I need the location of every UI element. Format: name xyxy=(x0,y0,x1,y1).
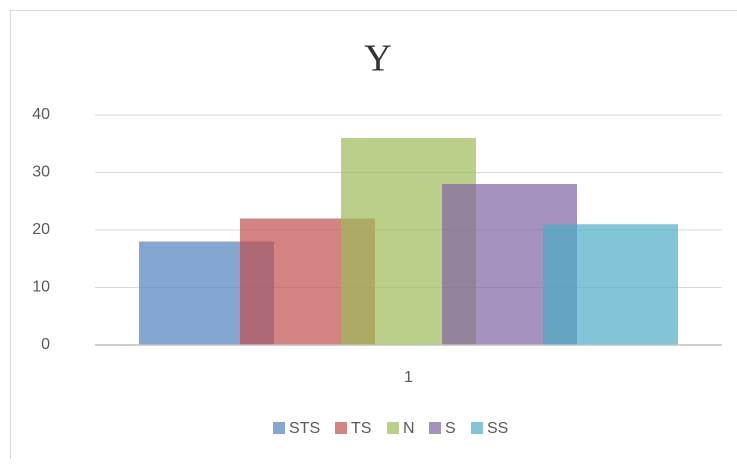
chart-title: Y xyxy=(364,38,391,80)
y-tick-label: 40 xyxy=(32,106,50,123)
legend-label: N xyxy=(403,420,415,437)
x-tick-label: 1 xyxy=(404,369,413,386)
y-tick-label: 10 xyxy=(32,279,50,296)
legend-swatch xyxy=(471,422,483,434)
legend-swatch xyxy=(273,422,285,434)
legend-swatch xyxy=(387,422,399,434)
legend-swatch xyxy=(429,422,441,434)
y-tick-label: 0 xyxy=(41,336,50,353)
y-tick-label: 20 xyxy=(32,221,50,238)
bar xyxy=(543,224,678,345)
legend-label: TS xyxy=(351,420,371,437)
legend-label: STS xyxy=(289,420,320,437)
legend-swatch xyxy=(335,422,347,434)
legend-label: SS xyxy=(487,420,508,437)
legend-label: S xyxy=(445,420,456,437)
y-tick-label: 30 xyxy=(32,164,50,181)
